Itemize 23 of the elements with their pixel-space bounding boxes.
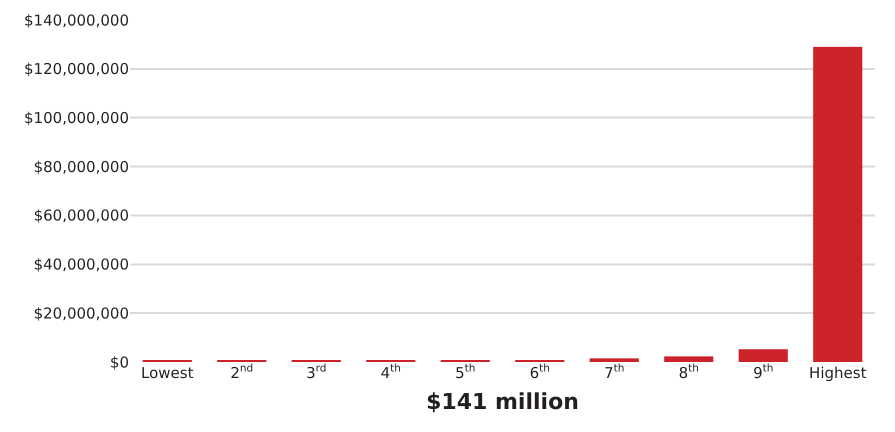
y-tick-label: $0: [110, 353, 129, 372]
bar: [738, 349, 788, 362]
x-tick-label: 3$^{rd}$: [306, 362, 326, 382]
x-tick-label: 8$^{th}$: [678, 362, 699, 382]
x-tick-label: 4$^{th}$: [380, 362, 401, 382]
x-tick-label: 2$^{nd}$: [230, 362, 254, 382]
y-tick-label: $80,000,000: [34, 158, 129, 176]
x-tick-label: 7$^{th}$: [604, 362, 624, 382]
bar: [664, 356, 714, 362]
y-tick-label: $40,000,000: [34, 256, 129, 274]
x-axis-title: $141 million: [426, 390, 579, 415]
x-tick-label: Lowest: [141, 364, 194, 382]
y-tick-label: $20,000,000: [34, 304, 129, 322]
y-tick-label: $140,000,000: [24, 11, 129, 30]
y-tick-label: $120,000,000: [24, 60, 129, 78]
x-tick-label: Highest: [809, 364, 867, 382]
y-tick-label: $60,000,000: [34, 206, 129, 225]
x-tick-label: 9$^{th}$: [753, 362, 774, 382]
bar: [813, 46, 862, 362]
x-tick-label: 5$^{th}$: [455, 362, 476, 382]
bar: [590, 358, 639, 362]
y-tick-label: $100,000,000: [24, 108, 129, 127]
x-tick-label: 6$^{th}$: [530, 362, 550, 382]
